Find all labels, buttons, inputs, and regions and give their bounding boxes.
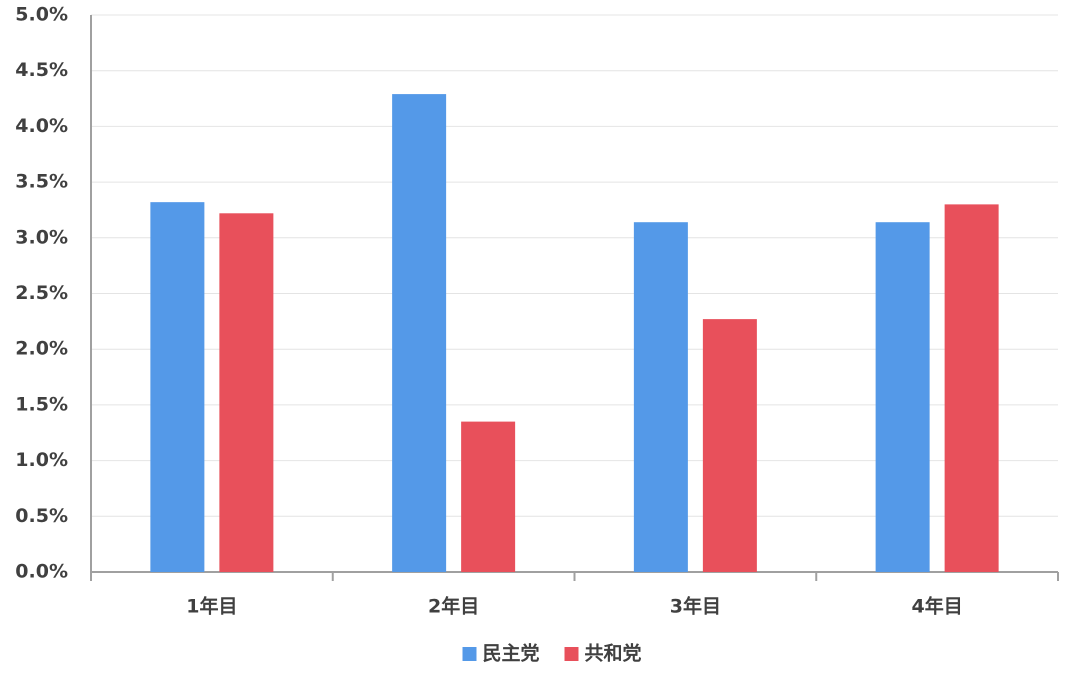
x-tick-label: 3年目: [670, 595, 721, 618]
y-tick-label: 3.5%: [15, 171, 68, 193]
x-tick-label: 1年目: [186, 595, 237, 618]
y-tick-label: 0.0%: [15, 561, 68, 583]
y-tick-label: 1.0%: [15, 449, 68, 471]
bar: [875, 222, 930, 573]
bar: [392, 94, 447, 573]
y-tick-label: 1.5%: [15, 393, 68, 415]
bar: [702, 319, 757, 572]
y-tick-label: 2.0%: [15, 338, 68, 360]
legend-swatch: [462, 647, 477, 661]
legend-label: 共和党: [585, 642, 642, 665]
x-tick-label: 4年目: [912, 595, 963, 618]
bar: [944, 204, 999, 572]
y-tick-label: 4.5%: [15, 59, 68, 81]
legend-label: 民主党: [483, 642, 540, 665]
y-tick-label: 3.0%: [15, 226, 68, 248]
legend-swatch: [564, 647, 579, 661]
bar: [633, 222, 688, 573]
y-tick-label: 2.5%: [15, 282, 68, 304]
y-tick-label: 4.0%: [15, 115, 68, 137]
y-tick-label: 5.0%: [15, 4, 68, 26]
y-tick-label: 0.5%: [15, 505, 68, 527]
bar: [461, 421, 516, 572]
x-tick-label: 2年目: [428, 595, 479, 618]
bar: [219, 213, 274, 573]
bar: [150, 202, 205, 573]
